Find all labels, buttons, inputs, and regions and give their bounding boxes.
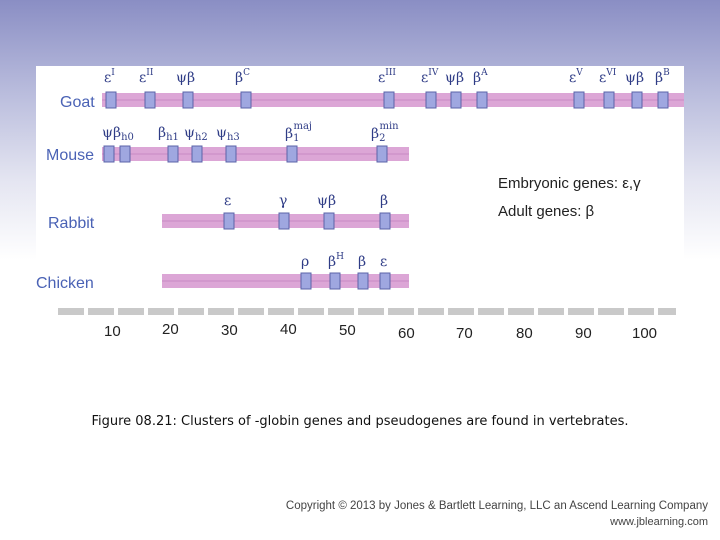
scale-tick-label: 40 xyxy=(280,321,297,338)
scale-segment xyxy=(628,308,654,315)
gene-label-goat-beta-a: βA xyxy=(473,68,488,86)
scale-tick-label: 90 xyxy=(575,325,592,342)
scale-segment xyxy=(328,308,354,315)
scale-segment xyxy=(208,308,234,315)
legend-adult-genes: Adult genes: β xyxy=(498,203,595,220)
species-label-mouse: Mouse xyxy=(46,147,94,164)
gene-label-goat-psi-beta-1: ψβ xyxy=(176,70,195,86)
gene-box xyxy=(103,145,115,163)
gene-label-goat-epsilon-6: εVI xyxy=(599,68,617,86)
gene-label-rabbit-epsilon: ε xyxy=(224,193,231,209)
figure-caption: Figure 08.21: Clusters of -globin genes … xyxy=(91,414,629,429)
scale-segment xyxy=(508,308,534,315)
scale-ruler xyxy=(58,308,676,315)
gene-label-goat-epsilon-2: εII xyxy=(139,68,154,86)
gene-box xyxy=(323,212,335,230)
scale-segment xyxy=(358,308,384,315)
gene-box xyxy=(603,91,615,109)
copyright-line: Copyright © 2013 by Jones & Bartlett Lea… xyxy=(285,500,708,512)
scale-segment xyxy=(178,308,204,315)
scale-segment xyxy=(658,308,676,315)
gene-label-goat-beta-b: βB xyxy=(655,68,670,86)
scale-segment xyxy=(538,308,564,315)
gene-label-mouse-psi-beta-h0: ψβh0 xyxy=(102,125,134,143)
gene-box xyxy=(631,91,643,109)
gene-box xyxy=(144,91,156,109)
gene-box xyxy=(240,91,252,109)
gene-label-goat-beta-c: βC xyxy=(235,68,250,86)
gene-box xyxy=(278,212,290,230)
gene-box xyxy=(379,272,391,290)
gene-label-chicken-epsilon: ε xyxy=(380,254,387,270)
gene-label-mouse-psi-h3: ψh3 xyxy=(216,125,240,143)
gene-label-chicken-beta: β xyxy=(358,254,366,270)
rabbit-genes: ε γ ψβ β xyxy=(223,193,391,230)
legend-embryonic-genes: Embryonic genes: ε,γ xyxy=(498,175,641,192)
species-label-rabbit: Rabbit xyxy=(48,215,95,232)
scale-segment xyxy=(58,308,84,315)
species-label-goat: Goat xyxy=(60,94,95,111)
gene-box xyxy=(425,91,437,109)
gene-box xyxy=(357,272,369,290)
gene-label-goat-epsilon-1: εI xyxy=(104,68,115,86)
scale-tick-label: 100 xyxy=(632,325,657,342)
copyright-notice: Copyright © 2013 by Jones & Bartlett Lea… xyxy=(286,498,708,530)
gene-box xyxy=(119,145,131,163)
gene-box xyxy=(167,145,179,163)
gene-label-rabbit-psi-beta: ψβ xyxy=(317,193,336,209)
gene-label-mouse-beta1-maj: β1maj xyxy=(285,121,312,144)
scale-segment xyxy=(148,308,174,315)
scale-tick-label: 80 xyxy=(516,325,533,342)
scale-tick-label: 20 xyxy=(162,321,179,338)
species-label-chicken: Chicken xyxy=(36,275,94,292)
scale-tick-label: 70 xyxy=(456,325,473,342)
gene-label-chicken-beta-h: βH xyxy=(328,252,344,270)
gene-box xyxy=(573,91,585,109)
gene-box xyxy=(379,212,391,230)
scale-segment xyxy=(448,308,474,315)
scale-tick-label: 30 xyxy=(221,322,238,339)
scale-segment xyxy=(598,308,624,315)
gene-box xyxy=(225,145,237,163)
gene-box xyxy=(286,145,298,163)
gene-label-mouse-beta2-min: β2min xyxy=(371,121,399,144)
scale-segment xyxy=(88,308,114,315)
scale-tick-label: 50 xyxy=(339,322,356,339)
gene-label-chicken-rho: ρ xyxy=(301,254,309,270)
scale-segment xyxy=(418,308,444,315)
gene-label-rabbit-gamma: γ xyxy=(279,193,287,209)
scale-segment xyxy=(298,308,324,315)
scale-segment xyxy=(568,308,594,315)
gene-box xyxy=(376,145,388,163)
gene-box xyxy=(329,272,341,290)
gene-label-mouse-psi-h2: ψh2 xyxy=(184,125,208,143)
gene-label-goat-epsilon-5: εV xyxy=(569,68,583,86)
gene-box xyxy=(657,91,669,109)
gene-box xyxy=(450,91,462,109)
scale-segment xyxy=(268,308,294,315)
scale-tick-label: 60 xyxy=(398,325,415,342)
gene-box xyxy=(191,145,203,163)
globin-gene-cluster-diagram: Goat Mouse Rabbit Chicken εI εII ψβ βC ε… xyxy=(36,68,684,342)
gene-box xyxy=(476,91,488,109)
scale-segment xyxy=(478,308,504,315)
website-url: www.jblearning.com xyxy=(610,516,708,528)
gene-label-mouse-beta-h1: βh1 xyxy=(158,125,179,143)
gene-label-goat-epsilon-3: εIII xyxy=(378,68,396,86)
gene-label-goat-psi-beta-3: ψβ xyxy=(625,70,644,86)
gene-box xyxy=(105,91,117,109)
gene-label-goat-epsilon-4: εIV xyxy=(421,68,439,86)
gene-box xyxy=(223,212,235,230)
gene-label-rabbit-beta: β xyxy=(380,193,388,209)
gene-box xyxy=(182,91,194,109)
gene-box xyxy=(300,272,312,290)
scale-segment xyxy=(118,308,144,315)
scale-tick-label: 10 xyxy=(104,323,121,340)
scale-segment xyxy=(238,308,264,315)
gene-box xyxy=(383,91,395,109)
gene-label-goat-psi-beta-2: ψβ xyxy=(445,70,464,86)
scale-segment xyxy=(388,308,414,315)
